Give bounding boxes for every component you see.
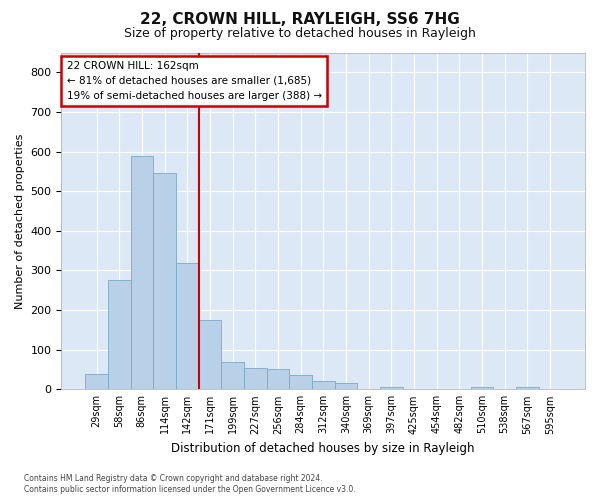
Bar [244, 368, 266, 390]
Bar [312, 382, 335, 390]
Bar [153, 174, 176, 390]
Bar [108, 280, 131, 390]
Bar [85, 374, 108, 390]
Bar [266, 370, 289, 390]
Text: 22, CROWN HILL, RAYLEIGH, SS6 7HG: 22, CROWN HILL, RAYLEIGH, SS6 7HG [140, 12, 460, 28]
Bar [176, 262, 199, 390]
Text: Contains HM Land Registry data © Crown copyright and database right 2024.
Contai: Contains HM Land Registry data © Crown c… [24, 474, 356, 494]
X-axis label: Distribution of detached houses by size in Rayleigh: Distribution of detached houses by size … [172, 442, 475, 455]
Bar [380, 388, 403, 390]
Bar [335, 384, 357, 390]
Bar [516, 388, 539, 390]
Y-axis label: Number of detached properties: Number of detached properties [15, 133, 25, 308]
Text: Size of property relative to detached houses in Rayleigh: Size of property relative to detached ho… [124, 28, 476, 40]
Bar [131, 156, 153, 390]
Bar [289, 376, 312, 390]
Bar [221, 362, 244, 390]
Bar [199, 320, 221, 390]
Text: 22 CROWN HILL: 162sqm
← 81% of detached houses are smaller (1,685)
19% of semi-d: 22 CROWN HILL: 162sqm ← 81% of detached … [67, 61, 322, 100]
Bar [470, 388, 493, 390]
